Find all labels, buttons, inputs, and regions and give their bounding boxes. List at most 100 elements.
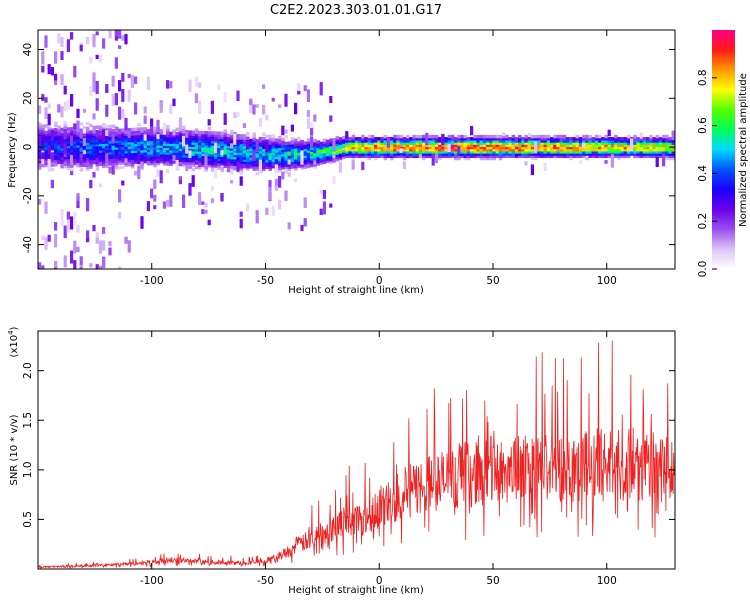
spectrogram-cell bbox=[396, 154, 400, 159]
spectrogram-cell bbox=[454, 139, 458, 143]
spectrogram-cell bbox=[246, 136, 250, 140]
spectrogram-cell bbox=[121, 152, 125, 156]
spectrogram-cell bbox=[201, 201, 205, 205]
spectrogram-cell bbox=[284, 141, 288, 146]
spectrogram-cell bbox=[617, 156, 621, 161]
spectrogram-cell bbox=[566, 145, 570, 150]
spectrogram-cell bbox=[95, 98, 99, 111]
spectrogram-cell bbox=[198, 146, 202, 150]
spectrogram-cell bbox=[41, 144, 45, 148]
spectrogram-cell bbox=[220, 144, 224, 149]
spectrogram-cell bbox=[258, 147, 263, 152]
spectrogram-cell bbox=[185, 141, 189, 145]
spectrogram-cell bbox=[60, 151, 64, 156]
spectrogram-cell bbox=[300, 148, 304, 153]
spectrogram-cell bbox=[271, 149, 276, 154]
spectrogram-cell bbox=[246, 154, 250, 158]
spectrogram-cell bbox=[66, 155, 71, 160]
spectrogram-cell bbox=[287, 172, 291, 177]
colorbar-gradient bbox=[712, 30, 735, 269]
spectrogram-cell bbox=[159, 144, 164, 148]
spectrogram-cell bbox=[431, 139, 436, 143]
spectrogram-cell bbox=[252, 145, 256, 149]
spectrogram-cell bbox=[156, 153, 160, 157]
spectrogram-cell bbox=[652, 137, 656, 141]
spectrogram-cell bbox=[537, 141, 541, 145]
spectrogram-cell bbox=[390, 156, 394, 161]
spectrogram-cell bbox=[217, 166, 221, 170]
spectrogram-cell bbox=[121, 150, 125, 154]
spectrogram-cell bbox=[150, 118, 154, 128]
spectrogram-cell bbox=[143, 131, 148, 135]
spectrogram-cell bbox=[335, 138, 340, 142]
spectrogram-cell bbox=[658, 143, 663, 148]
spectrogram-cell bbox=[86, 150, 90, 154]
spectrogram-cell bbox=[310, 152, 314, 157]
spectrogram-cell bbox=[111, 148, 116, 153]
spectrogram-cell bbox=[143, 127, 148, 131]
spectrogram-cell bbox=[639, 145, 644, 150]
spectrogram-cell bbox=[210, 151, 215, 155]
spectrogram-cell bbox=[278, 144, 282, 148]
spectrogram-cell bbox=[194, 145, 199, 150]
spectrogram-cell bbox=[274, 140, 279, 144]
spectrogram-cell bbox=[194, 141, 199, 145]
spectrogram-cell bbox=[262, 158, 266, 163]
spectrogram-cell bbox=[178, 177, 182, 185]
spectrogram-cell bbox=[502, 143, 506, 148]
spectrogram-cell bbox=[444, 141, 448, 145]
spectrogram-cell bbox=[524, 143, 528, 148]
spectrogram-cell bbox=[297, 147, 301, 151]
spectrogram-cell bbox=[54, 160, 58, 165]
spectrogram-cell bbox=[476, 154, 480, 159]
spectrogram-cell bbox=[527, 148, 532, 152]
spectrogram-cell bbox=[354, 152, 359, 156]
spectrogram-cell bbox=[447, 141, 452, 145]
spectrogram-cell bbox=[182, 132, 186, 136]
spectrogram-cell bbox=[281, 150, 285, 155]
spectrogram-cell bbox=[329, 96, 333, 103]
spectrogram-cell bbox=[66, 164, 71, 169]
spectrogram-cell bbox=[150, 153, 154, 157]
spectrogram-cell bbox=[409, 148, 413, 152]
spectrogram-cell bbox=[470, 148, 474, 152]
spectrogram-cell bbox=[294, 149, 298, 153]
spectrogram-cell bbox=[153, 161, 157, 166]
spectrogram-cell bbox=[342, 136, 346, 140]
spectrogram-cell bbox=[242, 134, 247, 138]
spectrogram-cell bbox=[95, 158, 100, 162]
spectrogram-cell bbox=[166, 127, 170, 131]
spectrogram-cell bbox=[268, 165, 272, 169]
spectrogram-cell bbox=[390, 154, 394, 159]
spectrogram-cell bbox=[463, 156, 468, 161]
spectrogram-cell bbox=[358, 143, 362, 148]
spectrogram-cell bbox=[130, 145, 135, 149]
spectrogram-cell bbox=[127, 136, 132, 141]
spectrogram-cell bbox=[511, 154, 516, 159]
spectrogram-cell bbox=[566, 148, 570, 152]
spectrogram-cell bbox=[402, 161, 406, 170]
spectrogram-cell bbox=[303, 85, 307, 92]
spectrogram-cell bbox=[127, 158, 132, 163]
spectrogram-cell bbox=[127, 149, 132, 154]
spectrogram-cell bbox=[204, 135, 208, 139]
spectrogram-cell bbox=[191, 150, 196, 154]
spectrogram-cell bbox=[402, 145, 407, 150]
spectrogram-cell bbox=[172, 138, 176, 142]
spectrogram-cell bbox=[345, 141, 349, 145]
spectrogram-cell bbox=[108, 126, 112, 131]
spectrogram-cell bbox=[271, 147, 276, 151]
spectrogram-cell bbox=[364, 141, 368, 145]
spectrogram-cell bbox=[319, 141, 324, 146]
colorbar-ticks: 0.00.20.40.60.8 bbox=[697, 69, 717, 277]
spectrogram-cell bbox=[105, 162, 109, 166]
spectrogram-cell bbox=[63, 225, 67, 239]
spectrogram-cell bbox=[476, 145, 480, 150]
spectrogram-cell bbox=[102, 122, 106, 127]
spectrogram-cell bbox=[655, 148, 660, 152]
spectrogram-cell bbox=[370, 134, 375, 139]
spectrogram-cell bbox=[450, 150, 455, 154]
spectrogram-cell bbox=[322, 156, 327, 160]
spectrogram-cell bbox=[281, 139, 285, 144]
spectrogram-cell bbox=[524, 161, 528, 166]
